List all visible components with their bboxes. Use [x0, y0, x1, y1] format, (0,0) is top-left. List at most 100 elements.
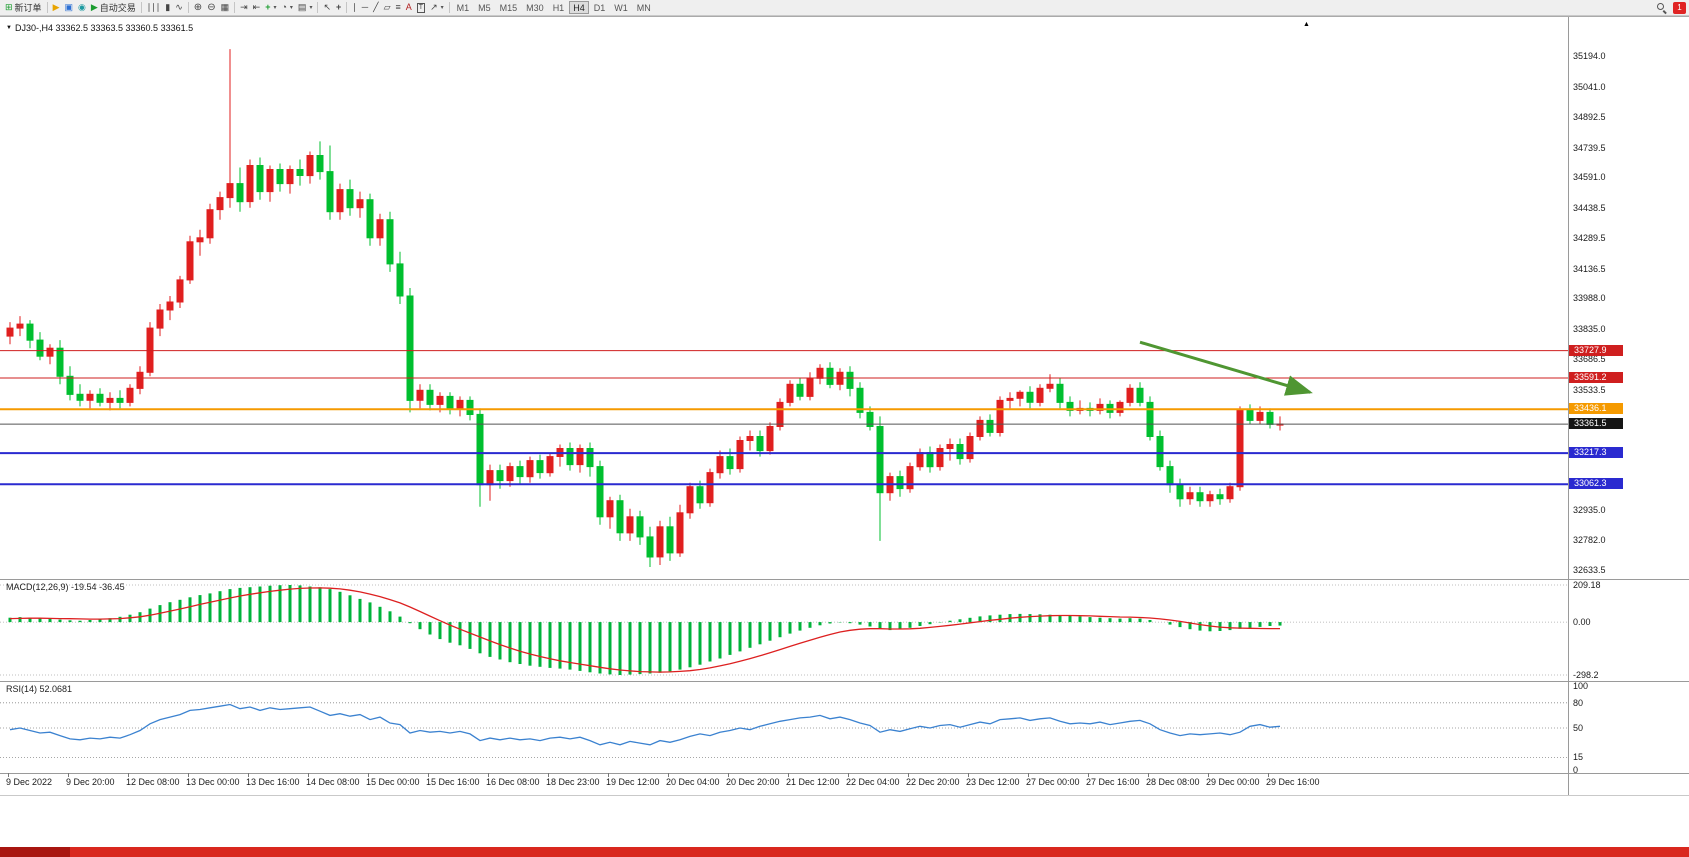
rsi-panel[interactable]	[0, 681, 1568, 773]
date-label: 9 Dec 20:00	[66, 777, 115, 787]
timeframe-m5[interactable]: M5	[474, 1, 495, 14]
candle	[596, 460, 604, 525]
crosshair-button[interactable]: +	[334, 1, 343, 15]
horizontal-line-icon: ─	[361, 2, 369, 12]
candle	[1266, 408, 1274, 429]
price-axis-line	[1568, 17, 1569, 795]
rsi-axis-label: 50	[1573, 723, 1584, 733]
candle	[256, 157, 264, 200]
auto-scroll-button[interactable]: ⇥	[238, 1, 250, 15]
trendline-button[interactable]: ╱	[371, 1, 380, 15]
timeframe-m1[interactable]: M1	[453, 1, 474, 14]
scrollbar-thumb[interactable]	[0, 847, 70, 857]
candle	[456, 396, 464, 417]
chart-area[interactable]: ▼ DJ30-,H4 33362.5 33363.5 33360.5 33361…	[0, 16, 1689, 857]
cursor-button[interactable]: ↖	[321, 1, 333, 15]
timeframe-h1[interactable]: H1	[549, 1, 569, 14]
horizontal-line-button[interactable]: ─	[360, 1, 370, 15]
candle	[1016, 390, 1024, 407]
toolbar-separator	[140, 2, 142, 13]
fibonacci-button[interactable]: ≡	[394, 1, 403, 15]
community-button[interactable]: ◉	[76, 1, 88, 15]
zoom-in-button[interactable]: ⊕	[192, 1, 204, 15]
rsi-axis-label: 100	[1573, 681, 1589, 691]
trend-arrow[interactable]	[1139, 340, 1313, 396]
price-axis-label: 34591.0	[1573, 172, 1606, 182]
timeframe-w1[interactable]: W1	[610, 1, 632, 14]
timeframe-h4[interactable]: H4	[569, 1, 589, 14]
label-button[interactable]: T	[415, 1, 427, 15]
timeframe-m15[interactable]: M15	[496, 1, 522, 14]
search-button[interactable]	[1654, 1, 1669, 15]
date-label: 9 Dec 2022	[6, 777, 53, 787]
candle	[1136, 382, 1144, 407]
bar-chart-button[interactable]: ∣∣∣	[145, 1, 163, 15]
chart-shift-button[interactable]: ⇤	[251, 1, 263, 15]
candle	[1246, 404, 1254, 425]
candle	[296, 159, 304, 186]
candle	[606, 496, 614, 529]
candle	[446, 392, 454, 415]
candle	[1176, 478, 1184, 507]
label-tool-icon: T	[416, 2, 426, 13]
zoom-out-button[interactable]: ⊖	[205, 1, 217, 15]
symbol-dropdown-icon[interactable]: ▼	[6, 25, 12, 31]
candle	[1076, 400, 1084, 415]
candle	[26, 320, 34, 349]
candle	[16, 316, 24, 337]
new-order-button[interactable]: ⊞ 新订单	[3, 1, 44, 15]
arrows-button[interactable]: ↗ ▾	[428, 1, 446, 15]
candle	[416, 384, 424, 409]
bar-chart-icon: ∣∣∣	[146, 2, 161, 12]
macd-axis-label: 209.18	[1573, 580, 1601, 590]
panel-separator[interactable]	[0, 579, 1689, 580]
candle	[126, 384, 134, 407]
candle	[116, 390, 124, 409]
candle	[356, 191, 364, 218]
date-label: 19 Dec 12:00	[606, 777, 660, 787]
channel-button[interactable]: ▱	[382, 1, 393, 15]
candle	[556, 444, 564, 467]
chevron-down-icon: ▾	[289, 5, 293, 11]
timeframe-mn[interactable]: MN	[633, 1, 655, 14]
latest-bar-marker[interactable]: ▲	[1303, 21, 1310, 28]
candle	[1166, 460, 1174, 493]
auto-trading-button[interactable]: ▶ 自动交易	[89, 1, 138, 15]
toolbar-separator	[346, 2, 348, 13]
candle	[626, 508, 634, 541]
line-chart-button[interactable]: ∿	[173, 1, 185, 15]
text-button[interactable]: A	[404, 1, 414, 15]
candlestick-chart[interactable]	[0, 17, 1568, 579]
macd-name: MACD(12,26,9)	[6, 582, 69, 592]
search-icon	[1656, 2, 1667, 13]
candle	[646, 526, 654, 567]
price-tag: 33217.3	[1569, 447, 1623, 458]
timeframe-d1[interactable]: D1	[590, 1, 610, 14]
candle	[1056, 378, 1064, 409]
macd-panel[interactable]	[0, 579, 1568, 681]
horizontal-scrollbar[interactable]	[0, 847, 1689, 857]
price-axis-label: 33988.0	[1573, 293, 1606, 303]
templates-button[interactable]: ▤ ▾	[296, 1, 315, 15]
chat-button[interactable]: ▣	[62, 1, 75, 15]
candle	[1276, 416, 1284, 431]
periods-button[interactable]: ◔ ▾	[279, 1, 294, 15]
broadcast-button[interactable]: ▶	[51, 1, 62, 15]
panel-separator[interactable]	[0, 681, 1689, 682]
date-label: 13 Dec 00:00	[186, 777, 240, 787]
candlestick-chart-button[interactable]: ▮	[163, 1, 172, 15]
macd-main-value: -19.54	[71, 582, 97, 592]
timeframe-m30[interactable]: M30	[522, 1, 548, 14]
candle	[886, 472, 894, 501]
notification-badge[interactable]: 1	[1673, 1, 1686, 14]
candle	[796, 378, 804, 401]
date-label: 22 Dec 04:00	[846, 777, 900, 787]
candle	[136, 366, 144, 395]
tile-windows-icon: ▦	[220, 2, 230, 12]
candle	[526, 456, 534, 483]
vertical-line-button[interactable]: ∣	[350, 1, 359, 15]
tile-windows-button[interactable]: ▦	[219, 1, 232, 15]
candle	[636, 510, 644, 545]
candle	[426, 384, 434, 411]
indicators-button[interactable]: + ▾	[263, 1, 278, 15]
